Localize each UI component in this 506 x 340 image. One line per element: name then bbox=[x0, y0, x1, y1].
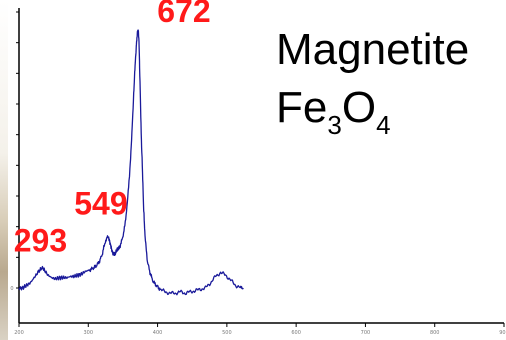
x-tick-label: 900 bbox=[499, 330, 506, 336]
formula-o: O bbox=[342, 83, 376, 132]
x-tick-label: 800 bbox=[430, 330, 440, 336]
x-tick-label: 500 bbox=[222, 330, 232, 336]
x-tick-label: 200 bbox=[14, 330, 24, 336]
formula-sub-4: 4 bbox=[376, 110, 390, 140]
spectrum-line bbox=[18, 29, 244, 296]
formula-sub-3: 3 bbox=[327, 110, 341, 140]
peak-label-672: 672 bbox=[157, 0, 210, 29]
formula-fe: Fe bbox=[276, 83, 327, 132]
x-ticks: 200 300 400 500 600 700 800 900 bbox=[14, 323, 506, 336]
x-tick-label: 700 bbox=[361, 330, 371, 336]
chart-formula: Fe3O4 bbox=[276, 83, 391, 140]
y-ticks: 0 bbox=[10, 11, 19, 292]
chart-title: Magnetite bbox=[276, 25, 469, 74]
y-tick-label: 0 bbox=[10, 286, 13, 292]
peak-label-549: 549 bbox=[74, 185, 127, 221]
x-tick-label: 300 bbox=[84, 330, 94, 336]
photo-edge-strip bbox=[0, 0, 8, 340]
peak-label-293: 293 bbox=[14, 222, 67, 258]
x-tick-label: 400 bbox=[153, 330, 163, 336]
x-tick-label: 600 bbox=[291, 330, 301, 336]
